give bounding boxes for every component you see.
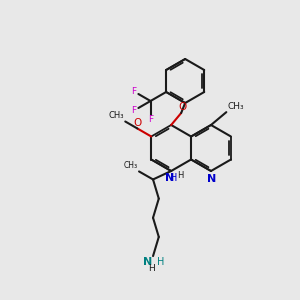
Text: F: F <box>131 87 136 96</box>
Text: N: N <box>207 174 217 184</box>
Text: F: F <box>148 116 153 124</box>
Text: H: H <box>177 171 184 180</box>
Text: H: H <box>148 264 154 273</box>
Text: CH₃: CH₃ <box>227 102 244 111</box>
Text: CH₃: CH₃ <box>109 112 124 121</box>
Text: F: F <box>131 106 136 115</box>
Text: H: H <box>157 257 164 267</box>
Text: O: O <box>133 118 142 128</box>
Text: H: H <box>170 173 178 183</box>
Text: N: N <box>165 173 174 183</box>
Text: O: O <box>178 102 186 112</box>
Text: N: N <box>143 257 152 267</box>
Text: CH₃: CH₃ <box>124 161 138 170</box>
